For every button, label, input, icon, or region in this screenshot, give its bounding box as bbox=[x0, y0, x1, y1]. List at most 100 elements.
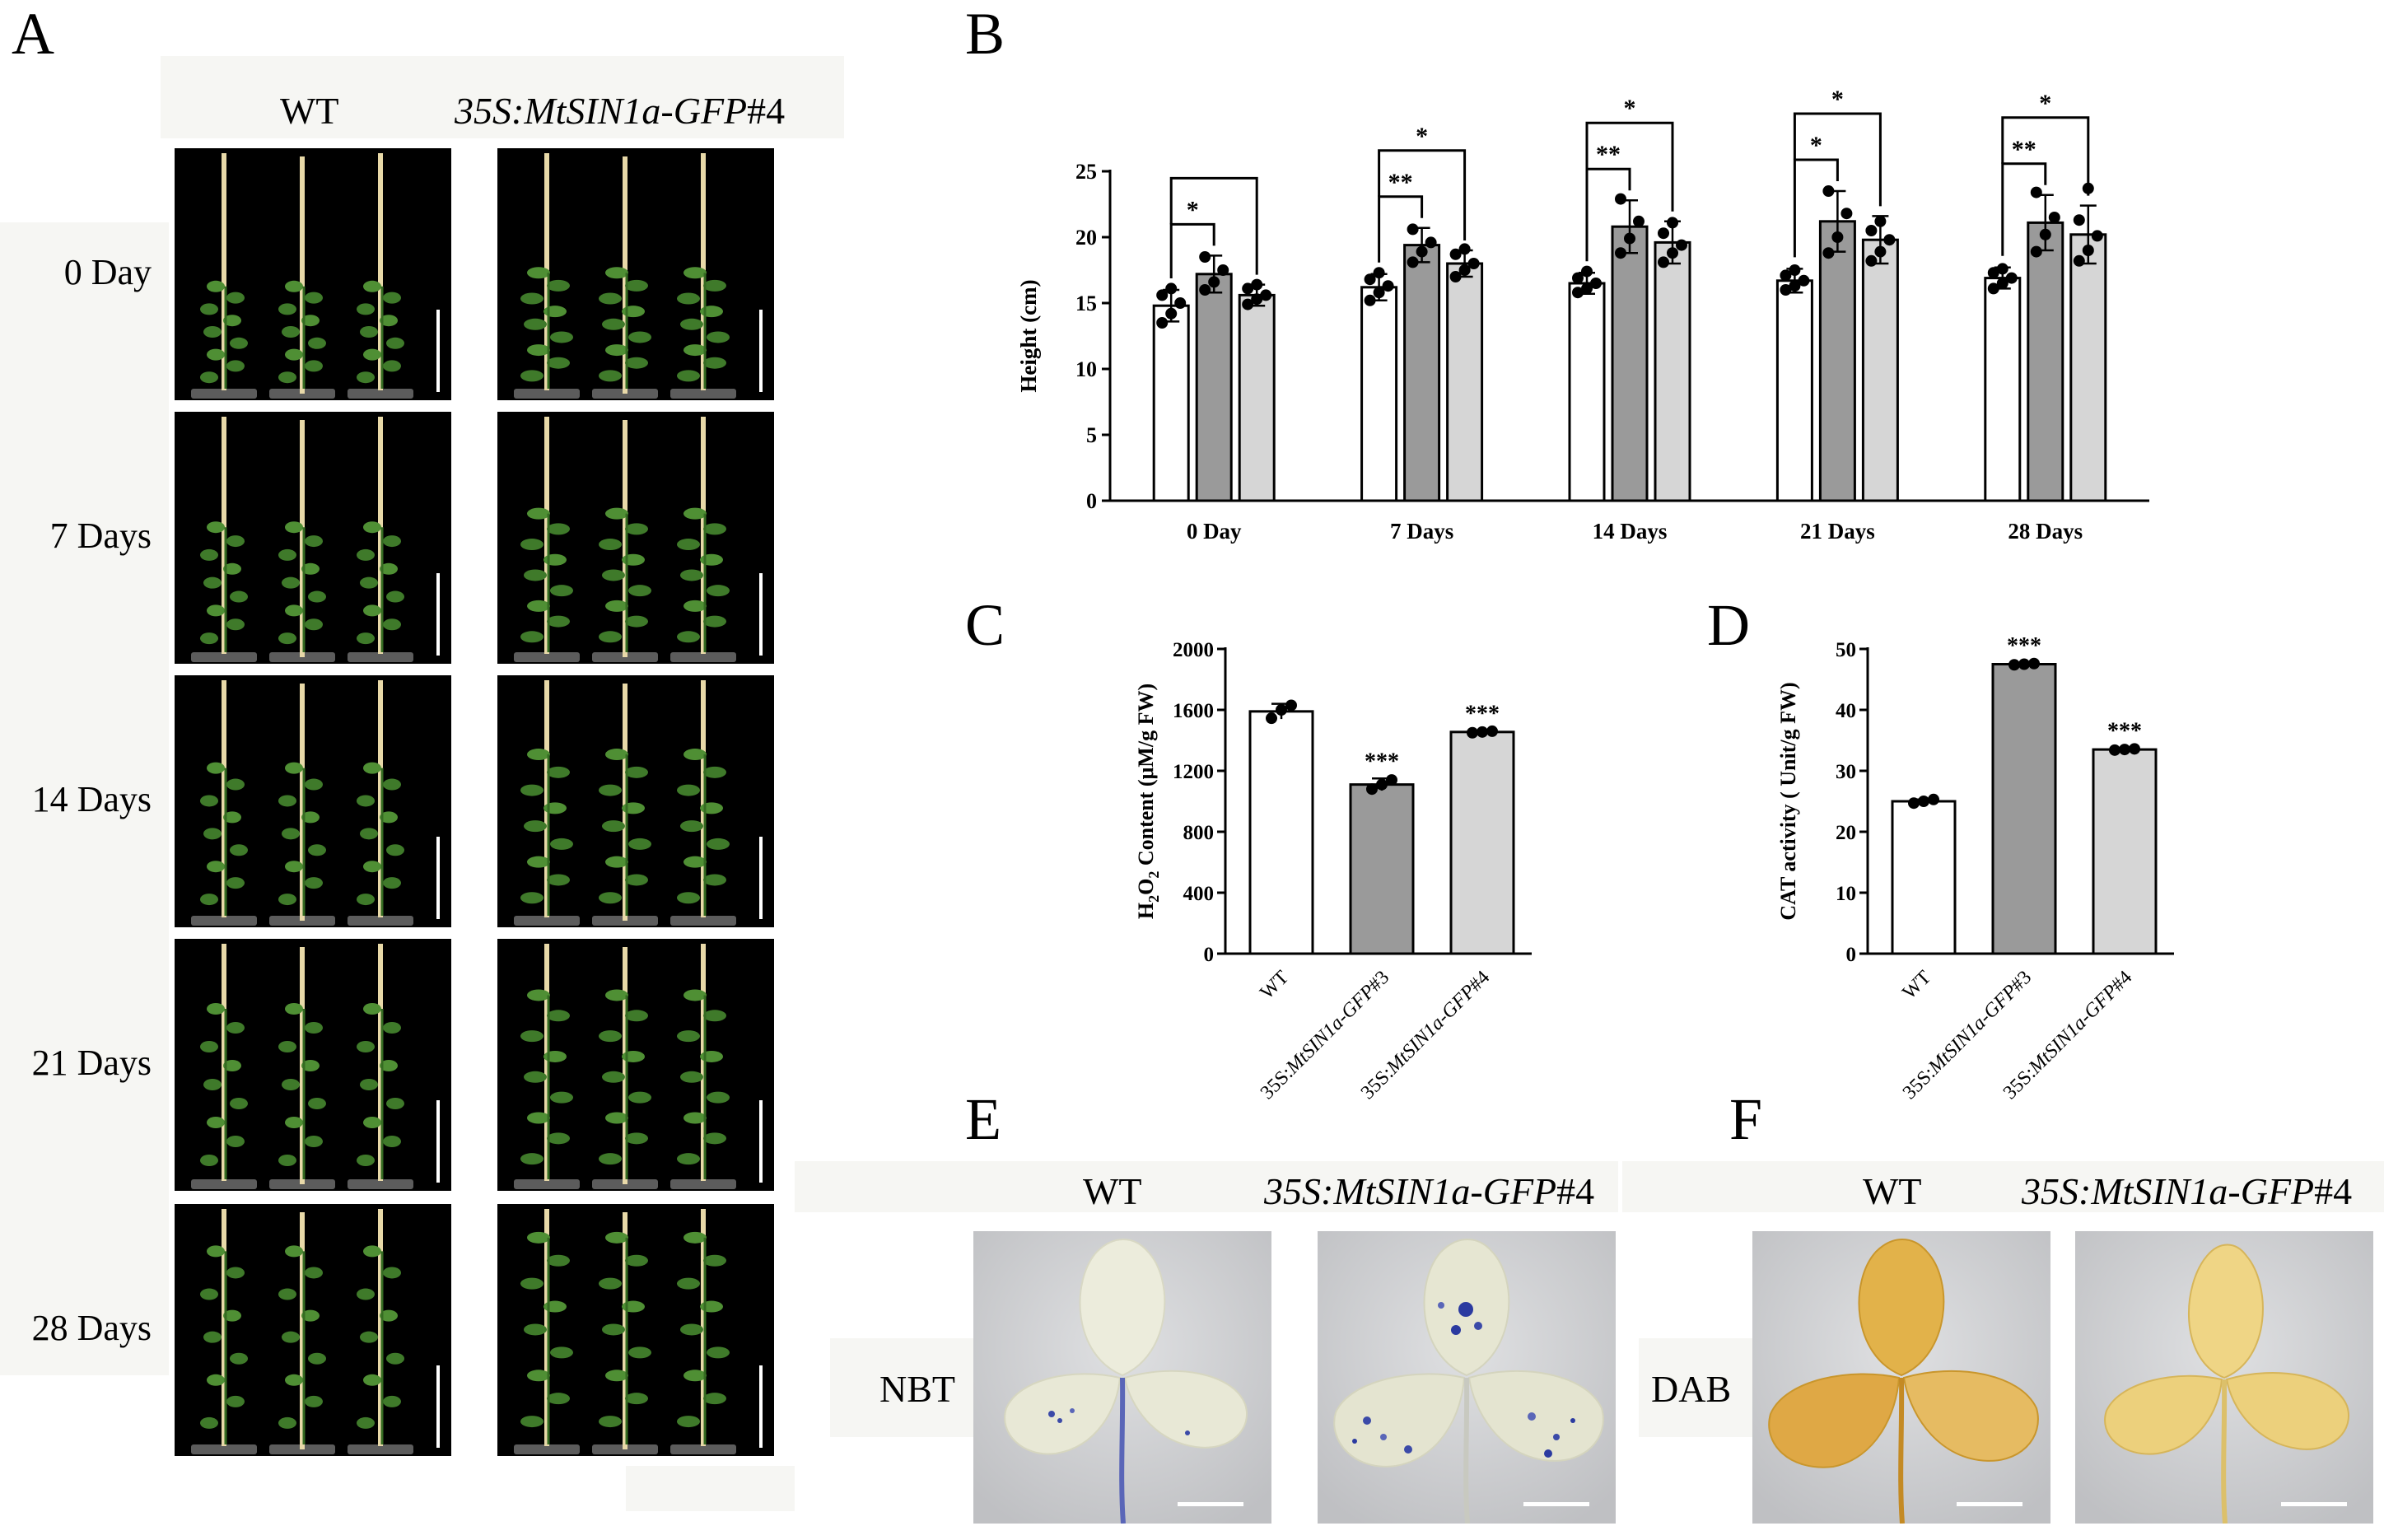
leaflet bbox=[547, 874, 570, 886]
data-point bbox=[2018, 658, 2030, 670]
leaflet bbox=[383, 535, 401, 548]
leaflet bbox=[605, 1231, 628, 1244]
leaflet bbox=[599, 892, 622, 904]
stake bbox=[378, 153, 383, 390]
leaflet bbox=[357, 1416, 375, 1429]
leaflet bbox=[285, 1374, 303, 1386]
leaflet bbox=[703, 766, 726, 778]
leaflet bbox=[380, 811, 398, 824]
significance-label: * bbox=[2039, 90, 2051, 117]
bar bbox=[1446, 262, 1484, 502]
plant-image bbox=[514, 680, 763, 926]
data-point bbox=[1276, 704, 1287, 716]
leaflet bbox=[308, 1352, 326, 1365]
panel-a-photo-transgenic bbox=[497, 675, 774, 927]
leaflet bbox=[605, 989, 628, 1001]
significance-label: *** bbox=[2007, 633, 2041, 659]
panel-f-header-transgenic: 35S:MtSIN1a-GFP#4 bbox=[2022, 1169, 2352, 1213]
leaflet bbox=[278, 371, 296, 384]
leaflet bbox=[599, 1030, 622, 1043]
leaflet bbox=[203, 1079, 222, 1090]
data-point bbox=[2030, 186, 2042, 198]
y-tick-label: 15 bbox=[1075, 292, 1097, 315]
leaflet bbox=[550, 838, 573, 850]
stake bbox=[701, 1209, 706, 1446]
leaflet bbox=[680, 1323, 703, 1336]
data-point bbox=[1366, 783, 1378, 796]
leaflet bbox=[599, 1153, 622, 1165]
panel-e-header-transgenic-line: #4 bbox=[1556, 1170, 1595, 1212]
leaflet bbox=[700, 306, 723, 318]
data-point bbox=[2073, 214, 2085, 226]
leaflet bbox=[207, 604, 225, 617]
data-point bbox=[1407, 223, 1419, 236]
y-tick-label: 10 bbox=[1075, 357, 1097, 381]
pot bbox=[191, 1179, 257, 1189]
leaflet bbox=[305, 1022, 323, 1034]
data-point bbox=[1217, 264, 1229, 276]
leaflet bbox=[383, 1395, 401, 1407]
significance-label: * bbox=[1810, 132, 1822, 159]
leaflet bbox=[622, 553, 645, 566]
data-point bbox=[2129, 743, 2140, 755]
stake bbox=[623, 1212, 627, 1449]
leaflet bbox=[207, 280, 225, 292]
data-point bbox=[1373, 287, 1385, 299]
bar bbox=[1568, 282, 1606, 502]
leaflet bbox=[308, 337, 326, 349]
leaf-nbt-transgenic bbox=[1318, 1231, 1616, 1524]
plant-image bbox=[514, 1209, 763, 1454]
leaflet bbox=[360, 1331, 378, 1343]
leaflet bbox=[544, 1300, 567, 1313]
stake bbox=[623, 420, 627, 657]
leaflet bbox=[544, 553, 567, 566]
leaflet bbox=[230, 844, 248, 856]
data-point bbox=[1416, 245, 1428, 258]
leaflet bbox=[223, 1060, 241, 1071]
significance-bracket bbox=[2001, 162, 2047, 256]
leaflet bbox=[207, 1117, 225, 1128]
leaflet bbox=[683, 989, 707, 1001]
leaflet bbox=[226, 1267, 245, 1279]
data-point bbox=[1386, 774, 1397, 786]
stake bbox=[623, 684, 627, 921]
leaflet bbox=[305, 778, 323, 791]
leaflet bbox=[602, 820, 625, 833]
data-point bbox=[1199, 251, 1211, 263]
leaflet bbox=[602, 569, 625, 581]
scale-bar bbox=[759, 310, 763, 392]
panel-a-photo-transgenic bbox=[497, 148, 774, 400]
leaflet bbox=[707, 1091, 730, 1104]
stake bbox=[701, 680, 706, 917]
leaflet bbox=[360, 1079, 378, 1090]
leaflet bbox=[278, 1416, 296, 1429]
leaflet bbox=[305, 1136, 323, 1147]
leaflet bbox=[677, 1277, 700, 1290]
leaflet bbox=[605, 344, 628, 357]
y-tick-label: 1200 bbox=[1173, 761, 1214, 783]
panel-e-photo-transgenic bbox=[1318, 1231, 1616, 1524]
leaflet bbox=[285, 861, 303, 873]
leaflet bbox=[278, 1041, 296, 1052]
pot bbox=[670, 916, 736, 926]
leaflet bbox=[520, 370, 544, 382]
panel-e-header-band bbox=[795, 1161, 1618, 1212]
pot bbox=[670, 1444, 736, 1454]
y-tick-label: 10 bbox=[1836, 883, 1856, 905]
significance-bracket bbox=[1378, 195, 1424, 263]
leaflet bbox=[524, 1323, 547, 1336]
leaflet bbox=[680, 820, 703, 833]
significance-bracket bbox=[1793, 112, 1882, 207]
leaflet bbox=[547, 615, 570, 628]
panel-f-header-transgenic-line: #4 bbox=[2314, 1170, 2353, 1212]
x-tick-label: 7 Days bbox=[1390, 519, 1453, 544]
leaflet bbox=[628, 1346, 651, 1359]
data-point bbox=[1676, 239, 1687, 251]
leaflet bbox=[622, 1300, 645, 1313]
leaflet bbox=[677, 784, 700, 796]
panel-a-header-band bbox=[161, 56, 844, 138]
panel-f-header-wt: WT bbox=[1863, 1170, 1922, 1212]
leaflet bbox=[308, 844, 326, 856]
leaflet bbox=[278, 1288, 296, 1300]
leaflet bbox=[301, 562, 320, 575]
